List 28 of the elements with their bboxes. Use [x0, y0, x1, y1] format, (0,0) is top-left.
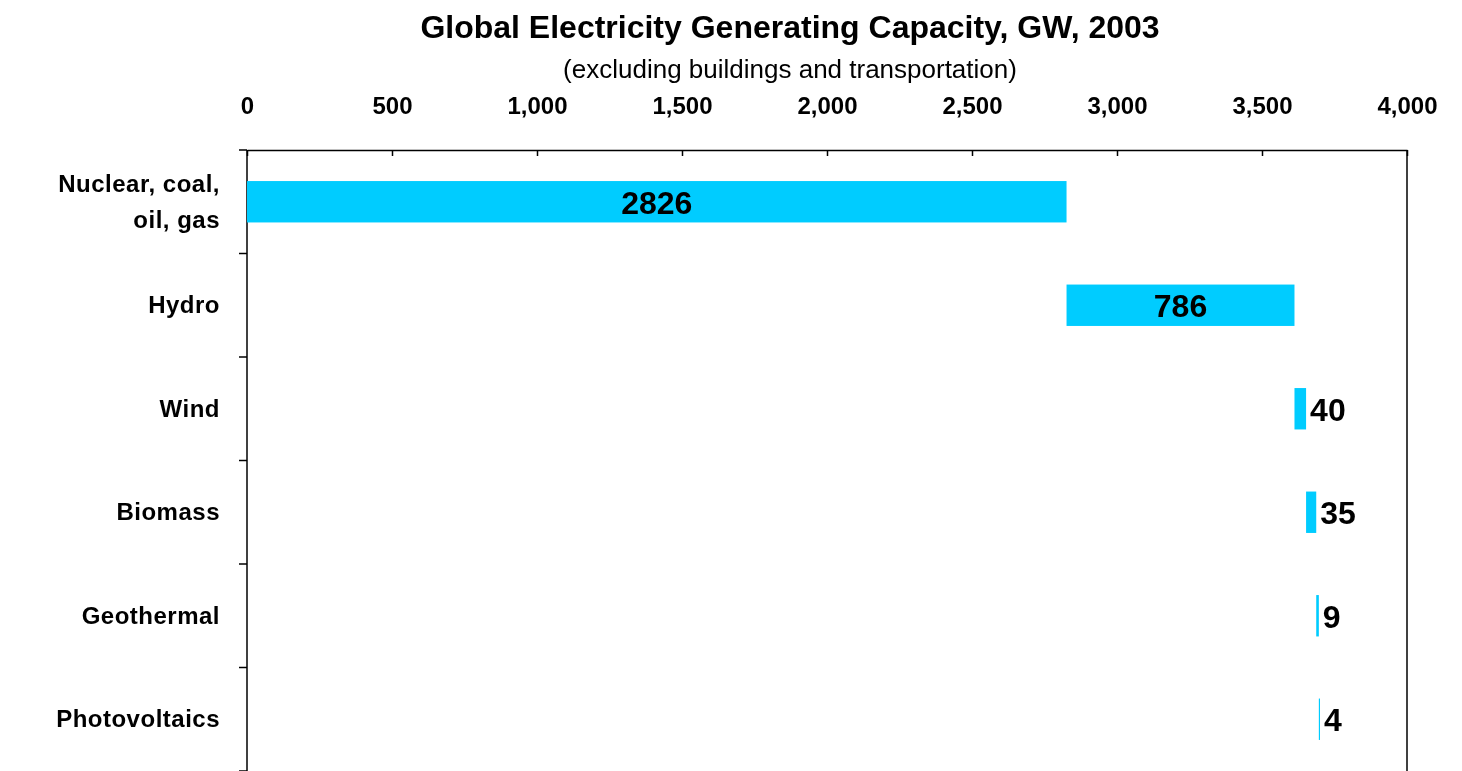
x-tick-label: 3,000: [1087, 92, 1148, 119]
data-label: 786: [1153, 288, 1208, 325]
y-tick-label: Wind: [159, 394, 220, 422]
chart-title: Global Electricity Generating Capacity, GW, 2003: [420, 9, 1160, 45]
bar: [1316, 595, 1319, 637]
bar: [247, 181, 1067, 223]
x-tick-label: 1,500: [652, 92, 713, 119]
x-tick-label: 4,000: [1377, 92, 1438, 119]
bar: [1066, 284, 1295, 326]
y-tick-label: Nuclear, coal, oil, gas: [58, 169, 220, 233]
y-tick-label: Geothermal: [81, 601, 220, 629]
x-tick-label: 0: [240, 92, 255, 119]
y-tick-label: Biomass: [116, 498, 220, 526]
x-tick-label: 2,500: [942, 92, 1003, 119]
y-tick-label: Photovoltaics: [56, 705, 220, 733]
x-tick-label: 1,000: [507, 92, 568, 119]
bar: [1294, 388, 1307, 430]
x-tick-label: 500: [372, 92, 413, 119]
data-label: 35: [1320, 495, 1356, 532]
data-label: 40: [1310, 391, 1346, 428]
data-label: 9: [1322, 598, 1341, 635]
data-label: 4: [1324, 702, 1342, 739]
y-tick-label: Hydro: [148, 291, 220, 319]
x-tick-label: 2,000: [797, 92, 858, 119]
x-tick-label: 3,500: [1232, 92, 1293, 119]
chart-subtitle: (excluding buildings and transportation): [563, 54, 1017, 84]
bar: [1306, 491, 1317, 533]
data-label: 2826: [621, 184, 693, 221]
